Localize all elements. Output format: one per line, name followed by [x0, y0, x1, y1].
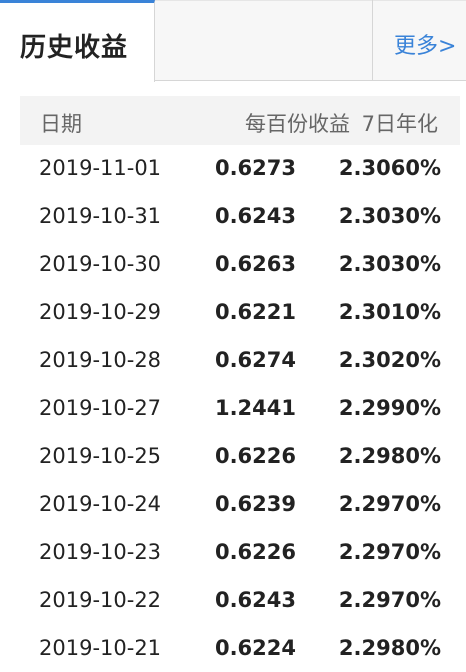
- cell-yield: 2.3030%: [338, 252, 441, 276]
- cell-income: 0.6226: [214, 444, 296, 468]
- cell-income: 0.6224: [214, 636, 296, 660]
- header-date: 日期: [40, 112, 82, 136]
- cell-date: 2019-10-22: [39, 588, 162, 612]
- cell-yield: 2.2980%: [338, 636, 441, 660]
- tab-history-income-label: 历史收益: [20, 33, 129, 63]
- cell-yield: 2.3020%: [338, 348, 441, 372]
- cell-income: 0.6243: [214, 204, 296, 228]
- cell-date: 2019-11-01: [39, 156, 162, 180]
- tab-history-income[interactable]: 历史收益: [0, 0, 155, 82]
- header-7day-annualized: 7日年化: [361, 112, 438, 136]
- cell-date: 2019-10-29: [39, 300, 162, 324]
- cell-date: 2019-10-27: [39, 396, 162, 420]
- table-row: 2019-10-23 0.6226 2.2970%: [20, 529, 460, 577]
- table-header: 日期 每百份收益 7日年化: [20, 96, 460, 145]
- header-income-per-hundred: 每百份收益: [245, 112, 350, 136]
- cell-yield: 2.2980%: [338, 444, 441, 468]
- cell-yield: 2.2990%: [338, 396, 441, 420]
- cell-date: 2019-10-23: [39, 540, 162, 564]
- cell-yield: 2.3010%: [338, 300, 441, 324]
- cell-date: 2019-10-25: [39, 444, 162, 468]
- table-row: 2019-10-30 0.6263 2.3030%: [20, 241, 460, 289]
- cell-income: 0.6221: [214, 300, 296, 324]
- cell-yield: 2.2970%: [338, 540, 441, 564]
- cell-income: 0.6263: [214, 252, 296, 276]
- cell-date: 2019-10-31: [39, 204, 162, 228]
- tab-bar-top-border: [155, 0, 466, 1]
- table-row: 2019-10-24 0.6239 2.2970%: [20, 481, 460, 529]
- table-row: 2019-10-27 1.2441 2.2990%: [20, 385, 460, 433]
- cell-income: 0.6226: [214, 540, 296, 564]
- table-row: 2019-10-29 0.6221 2.3010%: [20, 289, 460, 337]
- cell-date: 2019-10-21: [39, 636, 162, 660]
- cell-income: 0.6274: [214, 348, 296, 372]
- tab-bar-bottom-border: [155, 80, 466, 81]
- cell-yield: 2.2970%: [338, 492, 441, 516]
- cell-yield: 2.3060%: [338, 156, 441, 180]
- tab-bar: 历史收益 更多>: [0, 0, 466, 82]
- cell-income: 0.6273: [214, 156, 296, 180]
- more-link[interactable]: 更多>: [394, 34, 457, 59]
- table-row: 2019-10-22 0.6243 2.2970%: [20, 577, 460, 625]
- table-row: 2019-10-31 0.6243 2.3030%: [20, 193, 460, 241]
- cell-income: 1.2441: [214, 396, 296, 420]
- cell-date: 2019-10-30: [39, 252, 162, 276]
- cell-yield: 2.2970%: [338, 588, 441, 612]
- table-row: 2019-10-28 0.6274 2.3020%: [20, 337, 460, 385]
- cell-date: 2019-10-24: [39, 492, 162, 516]
- table-row: 2019-10-25 0.6226 2.2980%: [20, 433, 460, 481]
- cell-date: 2019-10-28: [39, 348, 162, 372]
- table-row: 2019-10-21 0.6224 2.2980%: [20, 625, 460, 672]
- table-row: 2019-11-01 0.6273 2.3060%: [20, 145, 460, 193]
- more-divider: [372, 0, 373, 81]
- cell-income: 0.6243: [214, 588, 296, 612]
- cell-income: 0.6239: [214, 492, 296, 516]
- cell-yield: 2.3030%: [338, 204, 441, 228]
- income-table: 日期 每百份收益 7日年化 2019-11-01 0.6273 2.3060% …: [20, 96, 460, 672]
